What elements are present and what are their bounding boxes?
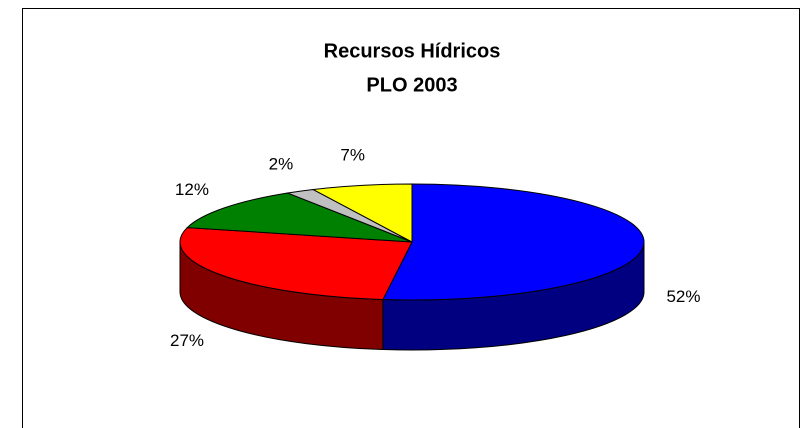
data-label: 52% <box>666 287 700 306</box>
data-label: 2% <box>269 154 294 173</box>
pie-slice <box>186 192 413 243</box>
pie-slice <box>382 183 645 301</box>
data-label: 27% <box>170 331 204 350</box>
chart-title: Recursos Hídricos <box>324 40 501 62</box>
data-label: 7% <box>340 146 365 165</box>
pie-slice <box>311 183 413 243</box>
pie-slice <box>179 227 413 301</box>
data-label: 12% <box>175 180 209 199</box>
chart-subtitle: PLO 2003 <box>366 74 457 96</box>
